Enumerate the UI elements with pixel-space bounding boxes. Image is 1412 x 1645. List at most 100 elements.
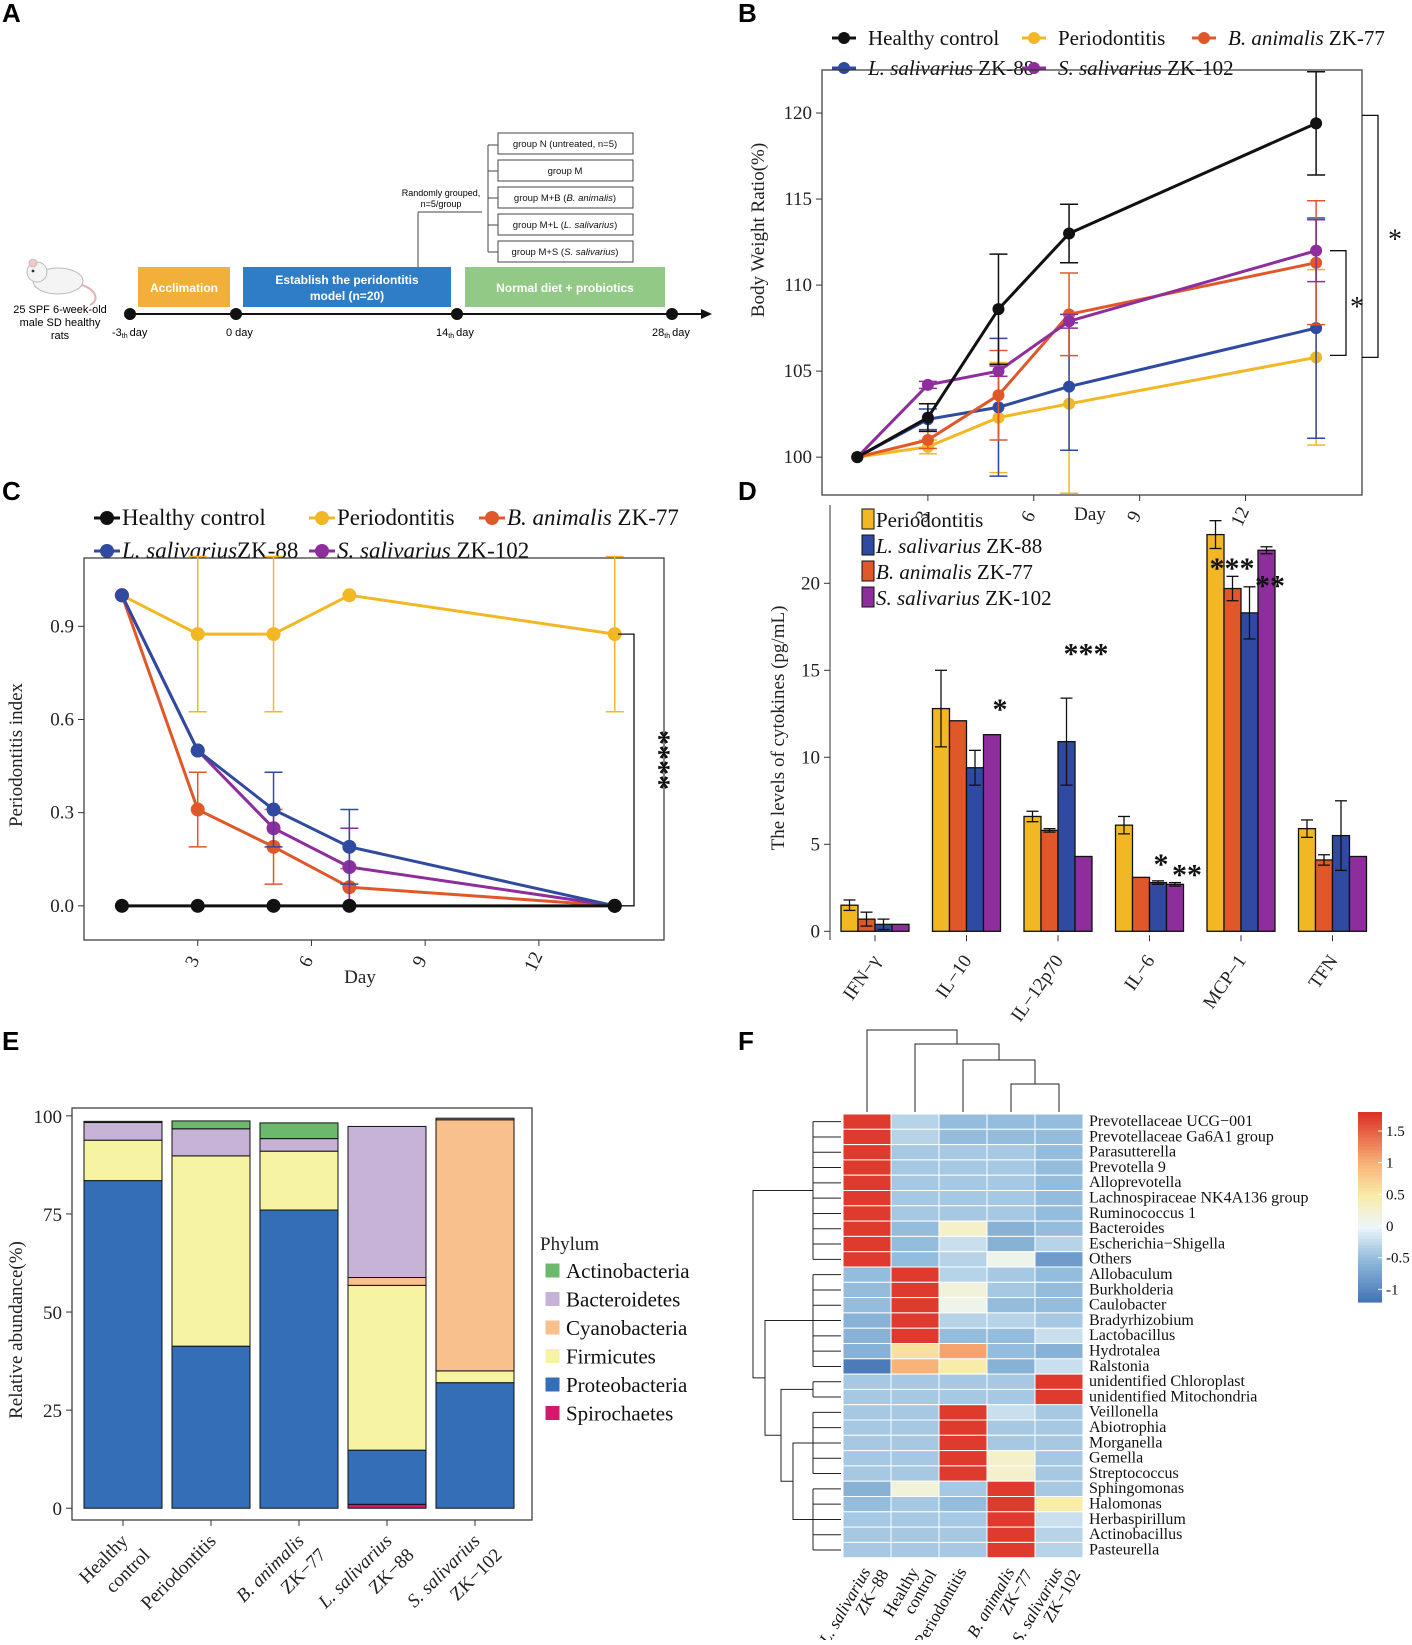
heatmap-cell <box>842 1174 892 1191</box>
data-point-periodontitis <box>266 627 281 642</box>
heatmap-row-label: Actinobacillus <box>1089 1526 1182 1543</box>
panel-b-ylabel: Body Weight Ratio(%) <box>748 143 769 317</box>
heatmap-row-label: Ralstonia <box>1089 1358 1149 1375</box>
heatmap-cell <box>938 1327 988 1344</box>
legend-label: S. salivarius ZK-102 <box>337 538 529 563</box>
heatmap-row-label: Veillonella <box>1089 1404 1158 1421</box>
heatmap-row-label: Caulobacter <box>1089 1297 1167 1314</box>
panel-b: B Healthy control Periodontitis B. animali… <box>738 0 1402 530</box>
heatmap-cell <box>1034 1144 1084 1161</box>
group-box-1 <box>497 132 634 155</box>
panel-a-label: A <box>2 0 21 28</box>
bar-b_animalis <box>1223 587 1242 932</box>
x-tick-label: Periodontitis <box>137 1531 221 1615</box>
heatmap-cell <box>842 1373 892 1390</box>
rat-text-3: rats <box>51 330 70 342</box>
stack-segment-firmicutes <box>435 1370 515 1384</box>
heatmap-cell <box>842 1327 892 1344</box>
colorbar-segment <box>1358 1270 1382 1275</box>
bar-l_salivarius <box>965 767 985 932</box>
y-tick-label: 115 <box>784 189 812 210</box>
data-point-s_salivarius <box>1310 244 1323 257</box>
heatmap-cell <box>842 1404 892 1421</box>
heatmap-cell <box>890 1419 940 1436</box>
timeline-dot-2 <box>230 308 242 320</box>
heatmap-cell <box>986 1450 1036 1467</box>
data-point-l_salivarius <box>190 743 205 758</box>
group-label-4: group M+L (L. salivarius) <box>513 220 617 231</box>
colorbar-segment <box>1358 1159 1382 1164</box>
significance-mark-1: * <box>1388 224 1402 255</box>
colorbar-segment <box>1358 1131 1382 1135</box>
heatmap-cell <box>986 1419 1036 1436</box>
y-tick-label: 5 <box>811 834 821 855</box>
timeline-dot-4 <box>666 308 678 320</box>
colorbar-segment <box>1358 1175 1382 1180</box>
bar-periodontitis <box>1114 824 1134 932</box>
establish-label-1: Establish the peridontitis <box>275 273 419 287</box>
heatmap-cell <box>1034 1526 1084 1543</box>
heatmap-cell <box>938 1205 988 1222</box>
legend-label: L. salivarius ZK-88 <box>867 56 1034 80</box>
heatmap-cell <box>890 1144 940 1161</box>
group-label-3: group M+B (B. animalis) <box>514 193 616 204</box>
stack-segment-bacteroidetes <box>347 1125 427 1279</box>
legend-label: L. salivarius ZK-88 <box>875 534 1042 558</box>
colorbar-segment <box>1358 1235 1382 1240</box>
dendro-row <box>792 1442 813 1520</box>
legend-swatch-cyanobacteria <box>544 1319 561 1336</box>
x-tick-label: 12 <box>520 949 547 975</box>
heatmap-cell <box>1034 1496 1084 1513</box>
heatmap-cell <box>890 1159 940 1176</box>
heatmap-row-label: Lactobacillus <box>1089 1327 1175 1344</box>
heatmap-cell <box>842 1419 892 1436</box>
legend-label-cyanobacteria: Cyanobacteria <box>566 1316 688 1340</box>
colorbar-segment <box>1358 1143 1382 1148</box>
heatmap-cell <box>890 1465 940 1482</box>
colorbar-segment <box>1358 1232 1382 1237</box>
heatmap-cell <box>890 1388 940 1406</box>
colorbar-segment <box>1358 1197 1382 1202</box>
heatmap-row-label: Streptococcus <box>1089 1465 1179 1482</box>
legend-swatch-dot <box>1028 32 1040 44</box>
heatmap-cell <box>890 1128 940 1146</box>
heatmap-cell <box>842 1144 892 1161</box>
data-point-healthy <box>992 303 1005 316</box>
legend-swatch-dot <box>100 544 114 558</box>
colorbar-segment <box>1358 1184 1382 1189</box>
timeline-dot-3 <box>451 308 463 320</box>
probiotics-label: Normal diet + probiotics <box>496 281 634 295</box>
colorbar-segment <box>1358 1226 1382 1230</box>
colorbar-segment <box>1358 1248 1382 1252</box>
data-point-s_salivarius <box>1063 315 1076 328</box>
y-tick-label: 10 <box>801 747 820 768</box>
heatmap-cell <box>938 1450 988 1467</box>
bar-b_animalis <box>1314 859 1334 932</box>
heatmap-cell <box>938 1312 988 1329</box>
y-tick-label: 20 <box>801 573 820 594</box>
colorbar-segment <box>1358 1222 1382 1227</box>
heatmap-row-label: unidentified Mitochondria <box>1089 1388 1257 1405</box>
heatmap-cell <box>1034 1312 1084 1329</box>
y-tick-label: 100 <box>784 447 813 468</box>
x-tick-label: MCP−1 <box>1199 951 1251 1012</box>
establish-label-2: model (n=20) <box>310 289 384 303</box>
heatmap-cell <box>938 1297 988 1314</box>
colorbar-segment <box>1358 1181 1382 1186</box>
heatmap-cell <box>1034 1266 1084 1283</box>
y-tick-label: 120 <box>784 103 813 124</box>
heatmap-cell <box>1034 1297 1084 1314</box>
bar-periodontitis <box>1023 815 1042 932</box>
group-label-1: group N (untreated, n=5) <box>513 139 617 150</box>
heatmap-cell <box>1034 1450 1084 1467</box>
heatmap-cell <box>1034 1235 1084 1253</box>
colorbar-segment <box>1358 1210 1382 1214</box>
y-tick-label: 100 <box>34 1107 63 1128</box>
heatmap-cell <box>842 1312 892 1329</box>
colorbar-label: -1 <box>1386 1282 1399 1298</box>
heatmap-row-label: Sphingomonas <box>1089 1480 1184 1497</box>
colorbar-segment <box>1358 1279 1382 1284</box>
legend-label: B. animalis ZK-77 <box>876 560 1033 584</box>
